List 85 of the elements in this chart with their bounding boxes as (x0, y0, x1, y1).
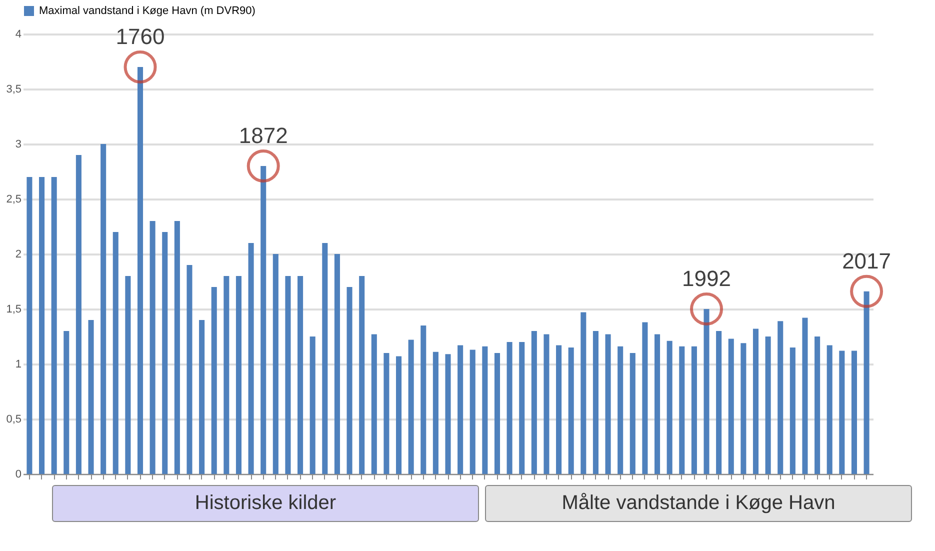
bar (211, 287, 217, 474)
bar (310, 336, 316, 474)
y-tick-label: 2 (15, 248, 22, 260)
bar (826, 345, 832, 474)
bar (334, 254, 340, 474)
bar (519, 342, 525, 474)
bar (654, 334, 660, 474)
bar (322, 243, 328, 474)
bar (260, 166, 266, 474)
bar (371, 334, 377, 474)
annotation: 1760 (116, 24, 165, 49)
bar (728, 338, 734, 474)
bar (100, 144, 106, 474)
bar (666, 340, 672, 474)
y-tick-label: 1,5 (6, 304, 22, 316)
bar (420, 326, 426, 474)
bar (112, 232, 118, 474)
bar (272, 254, 278, 474)
y-tick-label: 3,5 (6, 84, 22, 96)
bar (199, 320, 205, 474)
bar (445, 354, 451, 474)
bar (150, 221, 156, 474)
bar (765, 336, 771, 474)
bar (544, 334, 550, 474)
bar (174, 221, 180, 474)
bar (396, 356, 402, 474)
bar (814, 336, 820, 474)
bar (740, 343, 746, 474)
bar (716, 331, 722, 474)
text: Målte vandstande i Køge Havn (485, 485, 912, 522)
bar (384, 353, 390, 474)
bar (125, 276, 131, 474)
bar (592, 331, 598, 474)
bar (642, 322, 648, 474)
bar (506, 342, 512, 474)
legend-label: Maximal vandstand i Køge Havn (m DVR90) (39, 5, 256, 17)
bar (432, 352, 438, 474)
bar (790, 348, 796, 474)
bar (298, 276, 304, 474)
bar (162, 232, 168, 474)
bar (605, 334, 611, 474)
bar (285, 276, 291, 474)
bar (64, 331, 70, 474)
bar (408, 340, 414, 474)
bar (839, 350, 845, 474)
bar (802, 318, 808, 474)
bar (470, 350, 476, 474)
bar (618, 346, 624, 474)
bar (359, 276, 365, 474)
y-tick-label: 0,5 (6, 414, 22, 426)
y-tick-label: 4 (15, 28, 22, 40)
bar (186, 265, 192, 474)
bar (137, 67, 144, 474)
bar (691, 346, 697, 474)
bar (482, 346, 488, 474)
text: Historiske kilder (52, 485, 479, 522)
bar (630, 353, 636, 474)
bar (458, 345, 464, 474)
bar (580, 312, 586, 474)
bar (851, 350, 857, 474)
y-tick-label: 0 (15, 468, 22, 480)
annotation: 2017 (842, 248, 892, 274)
y-tick-label: 2,5 (6, 194, 22, 206)
bar (39, 177, 45, 474)
bar (531, 331, 537, 474)
bar (346, 287, 352, 474)
bar (88, 320, 94, 474)
annotation: 1992 (682, 266, 731, 291)
bar (778, 321, 784, 474)
bar (26, 177, 32, 474)
bar (752, 328, 759, 474)
bar (568, 348, 574, 474)
bar (224, 276, 230, 474)
y-tick-label: 1 (15, 358, 22, 370)
annotation: 1872 (238, 123, 288, 148)
bar (679, 346, 685, 474)
bar (76, 155, 82, 474)
bar (236, 276, 242, 474)
bar (248, 243, 254, 474)
bar (556, 345, 562, 474)
bar (704, 309, 710, 474)
bar (864, 291, 870, 474)
bar (51, 177, 57, 474)
bar (494, 353, 500, 474)
y-tick-label: 3 (15, 138, 22, 150)
